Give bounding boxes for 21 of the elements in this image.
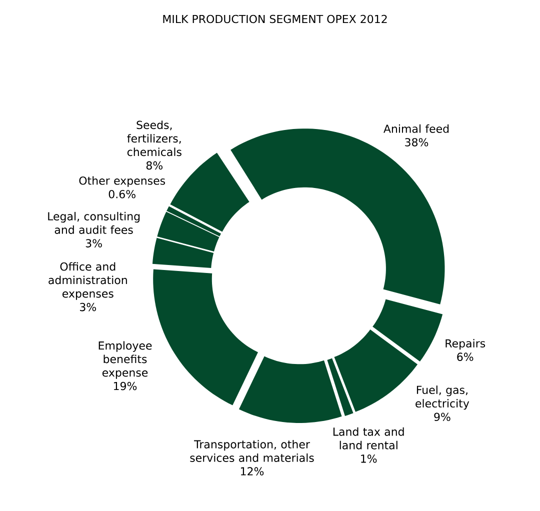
chart-title: MILK PRODUCTION SEGMENT OPEX 2012	[163, 14, 387, 24]
slice-label: Seeds, fertilizers, chemicals	[127, 120, 182, 156]
slice-label: Land tax and land rental	[333, 427, 404, 450]
data-label: 8%	[146, 161, 163, 170]
slice-label: Other expenses	[79, 176, 166, 187]
data-label: 9%	[434, 412, 450, 422]
slice-label: Employee benefits expense	[98, 341, 152, 379]
slice-label: Office and administration expenses	[48, 262, 127, 300]
data-label: 1%	[361, 454, 377, 463]
slice-label: Animal feed	[384, 124, 449, 133]
data-label: 38%	[405, 138, 428, 146]
slice-label: Legal, consulting and audit fees	[48, 212, 140, 234]
slice-label: Fuel, gas, electricity	[416, 386, 470, 410]
data-label: 19%	[114, 382, 137, 390]
data-label: 12%	[240, 467, 264, 476]
slice-label: Repairs	[446, 338, 486, 350]
slice-label: Transportation, other services and materials	[190, 440, 314, 462]
data-label: 3%	[86, 239, 102, 248]
data-label: 6%	[457, 352, 474, 362]
data-label: 3%	[80, 302, 96, 312]
data-label: 0.6%	[108, 190, 136, 198]
